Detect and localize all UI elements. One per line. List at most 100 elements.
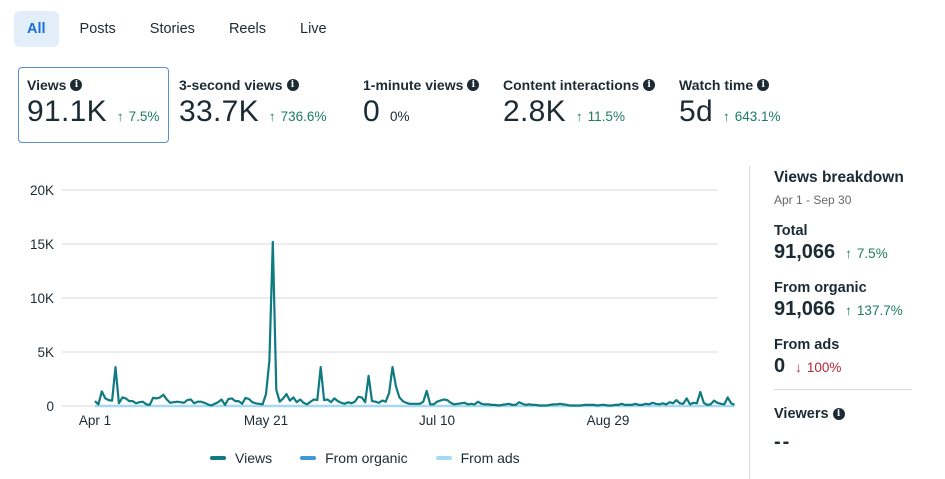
data-point-views[interactable] <box>706 403 709 406</box>
data-point-views[interactable] <box>111 399 114 402</box>
data-point-views[interactable] <box>357 395 360 398</box>
data-point-views[interactable] <box>709 403 712 406</box>
data-point-views[interactable] <box>138 401 141 404</box>
tab-all[interactable]: All <box>14 11 59 47</box>
data-point-views[interactable] <box>596 404 599 407</box>
data-point-views[interactable] <box>323 399 326 402</box>
data-point-views[interactable] <box>189 398 192 401</box>
data-point-views[interactable] <box>97 403 100 406</box>
data-point-views[interactable] <box>425 389 428 392</box>
data-point-views[interactable] <box>733 403 736 406</box>
data-point-views[interactable] <box>128 400 131 403</box>
data-point-views[interactable] <box>405 401 408 404</box>
data-point-views[interactable] <box>466 403 469 406</box>
data-point-views[interactable] <box>719 402 722 405</box>
data-point-views[interactable] <box>500 403 503 406</box>
data-point-views[interactable] <box>114 366 117 369</box>
data-point-views[interactable] <box>295 401 298 404</box>
data-point-views[interactable] <box>449 401 452 404</box>
data-point-views[interactable] <box>634 402 637 405</box>
data-point-views[interactable] <box>316 399 319 402</box>
data-point-views[interactable] <box>271 240 274 243</box>
info-icon[interactable]: i <box>643 79 656 91</box>
data-point-views[interactable] <box>210 404 213 407</box>
data-point-views[interactable] <box>326 398 329 401</box>
data-point-views[interactable] <box>713 399 716 402</box>
data-point-views[interactable] <box>480 402 483 405</box>
data-point-views[interactable] <box>329 401 332 404</box>
data-point-views[interactable] <box>401 400 404 403</box>
data-point-views[interactable] <box>145 403 148 406</box>
data-point-views[interactable] <box>196 400 199 403</box>
legend-item-from-ads[interactable]: From ads <box>435 450 520 466</box>
tab-live[interactable]: Live <box>300 21 327 37</box>
data-point-views[interactable] <box>432 403 435 406</box>
data-point-views[interactable] <box>483 403 486 406</box>
data-point-views[interactable] <box>685 397 688 400</box>
data-point-views[interactable] <box>699 390 702 393</box>
data-point-views[interactable] <box>538 404 541 407</box>
data-point-views[interactable] <box>227 397 230 400</box>
data-point-views[interactable] <box>562 403 565 406</box>
data-point-views[interactable] <box>234 400 237 403</box>
data-point-views[interactable] <box>692 401 695 404</box>
data-point-views[interactable] <box>644 402 647 405</box>
data-point-views[interactable] <box>422 400 425 403</box>
data-point-views[interactable] <box>107 399 110 402</box>
data-point-views[interactable] <box>610 404 613 407</box>
data-point-views[interactable] <box>456 402 459 405</box>
data-point-views[interactable] <box>494 403 497 406</box>
data-point-views[interactable] <box>152 396 155 399</box>
data-point-views[interactable] <box>593 403 596 406</box>
data-point-views[interactable] <box>528 403 531 406</box>
data-point-views[interactable] <box>542 404 545 407</box>
data-point-views[interactable] <box>576 404 579 407</box>
data-point-views[interactable] <box>299 398 302 401</box>
data-point-views[interactable] <box>278 400 281 403</box>
data-point-views[interactable] <box>586 403 589 406</box>
data-point-views[interactable] <box>524 403 527 406</box>
data-point-views[interactable] <box>193 402 196 405</box>
data-point-views[interactable] <box>689 403 692 406</box>
data-point-views[interactable] <box>131 400 134 403</box>
data-point-views[interactable] <box>172 401 175 404</box>
data-point-views[interactable] <box>100 390 103 393</box>
data-point-views[interactable] <box>661 402 664 405</box>
data-point-views[interactable] <box>135 402 138 405</box>
data-point-views[interactable] <box>579 404 582 407</box>
data-point-views[interactable] <box>487 403 490 406</box>
data-point-views[interactable] <box>350 402 353 405</box>
tab-stories[interactable]: Stories <box>149 21 195 37</box>
data-point-views[interactable] <box>213 402 216 405</box>
data-point-views[interactable] <box>282 397 285 400</box>
data-point-views[interactable] <box>723 403 726 406</box>
data-point-views[interactable] <box>141 400 144 403</box>
data-point-views[interactable] <box>364 401 367 404</box>
metric-card-content-interactions[interactable]: Content interactions i 2.8K ↑ 11.5% <box>494 67 669 143</box>
data-point-views[interactable] <box>548 403 551 406</box>
data-point-views[interactable] <box>165 398 168 401</box>
data-point-views[interactable] <box>94 400 97 403</box>
data-point-views[interactable] <box>333 397 336 400</box>
data-point-views[interactable] <box>254 402 257 405</box>
data-point-views[interactable] <box>268 359 271 362</box>
data-point-views[interactable] <box>668 401 671 404</box>
data-point-views[interactable] <box>695 402 698 405</box>
data-point-views[interactable] <box>381 399 384 402</box>
data-point-views[interactable] <box>302 401 305 404</box>
data-point-views[interactable] <box>258 402 261 405</box>
data-point-views[interactable] <box>630 403 633 406</box>
data-point-views[interactable] <box>583 403 586 406</box>
data-point-views[interactable] <box>603 403 606 406</box>
data-point-views[interactable] <box>682 402 685 405</box>
data-point-views[interactable] <box>367 374 370 377</box>
data-point-views[interactable] <box>613 403 616 406</box>
metric-card-1-minute-views[interactable]: 1-minute views i 0 0% <box>354 67 493 143</box>
data-point-views[interactable] <box>391 366 394 369</box>
data-point-views[interactable] <box>490 403 493 406</box>
data-point-views[interactable] <box>446 399 449 402</box>
data-point-views[interactable] <box>292 396 295 399</box>
data-point-views[interactable] <box>230 397 233 400</box>
data-point-views[interactable] <box>223 403 226 406</box>
data-point-views[interactable] <box>418 402 421 405</box>
